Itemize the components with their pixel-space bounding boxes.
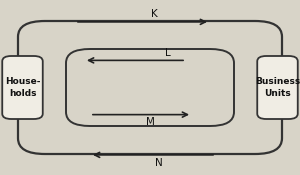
- Text: K: K: [151, 9, 158, 19]
- Text: L: L: [165, 48, 171, 58]
- Text: House-
holds: House- holds: [5, 78, 40, 97]
- Text: Business
Units: Business Units: [255, 78, 300, 97]
- Text: M: M: [146, 117, 154, 127]
- Text: N: N: [155, 158, 163, 167]
- FancyBboxPatch shape: [257, 56, 298, 119]
- FancyBboxPatch shape: [2, 56, 43, 119]
